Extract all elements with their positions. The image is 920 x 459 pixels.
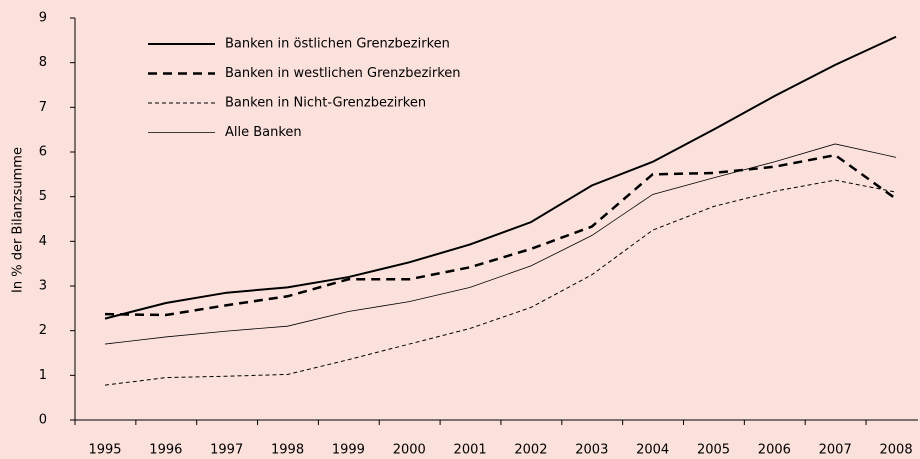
legend-label: Alle Banken: [225, 125, 302, 140]
x-tick-label: 1997: [210, 443, 243, 458]
y-tick-label: 5: [39, 189, 47, 204]
y-tick-label: 4: [39, 234, 47, 249]
x-tick-label: 1998: [271, 443, 304, 458]
line-series: [104, 143, 897, 345]
legend-label: Banken in westlichen Grenzbezirken: [225, 66, 461, 81]
y-tick-label: 2: [39, 323, 47, 338]
x-tick-label: 1995: [88, 443, 121, 458]
legend-label: Banken in östlichen Grenzbezirken: [225, 37, 450, 52]
x-tick-label: 2002: [514, 443, 547, 458]
y-tick-label: 9: [39, 11, 47, 26]
x-tick-label: 2006: [758, 443, 791, 458]
y-tick-label: 3: [39, 279, 47, 294]
x-tick-label: 2004: [636, 443, 669, 458]
x-tick-label: 2001: [454, 443, 487, 458]
y-tick-label: 7: [39, 100, 47, 115]
line-series: [104, 153, 897, 317]
line-series: [104, 35, 897, 320]
y-axis-label: In % der Bilanzsumme: [11, 147, 26, 293]
x-tick-label: 2005: [697, 443, 730, 458]
x-tick-label: 1996: [149, 443, 182, 458]
x-tick-label: 2008: [880, 443, 913, 458]
x-tick-label: 2000: [393, 443, 426, 458]
x-tick-label: 2007: [819, 443, 852, 458]
y-tick-label: 8: [39, 55, 47, 70]
y-tick-label: 6: [39, 145, 47, 160]
y-tick-label: 0: [39, 413, 47, 428]
x-tick-label: 1999: [332, 443, 365, 458]
x-tick-label: 2003: [575, 443, 608, 458]
legend-label: Banken in Nicht-Grenzbezirken: [225, 96, 426, 111]
y-tick-label: 1: [39, 368, 47, 383]
